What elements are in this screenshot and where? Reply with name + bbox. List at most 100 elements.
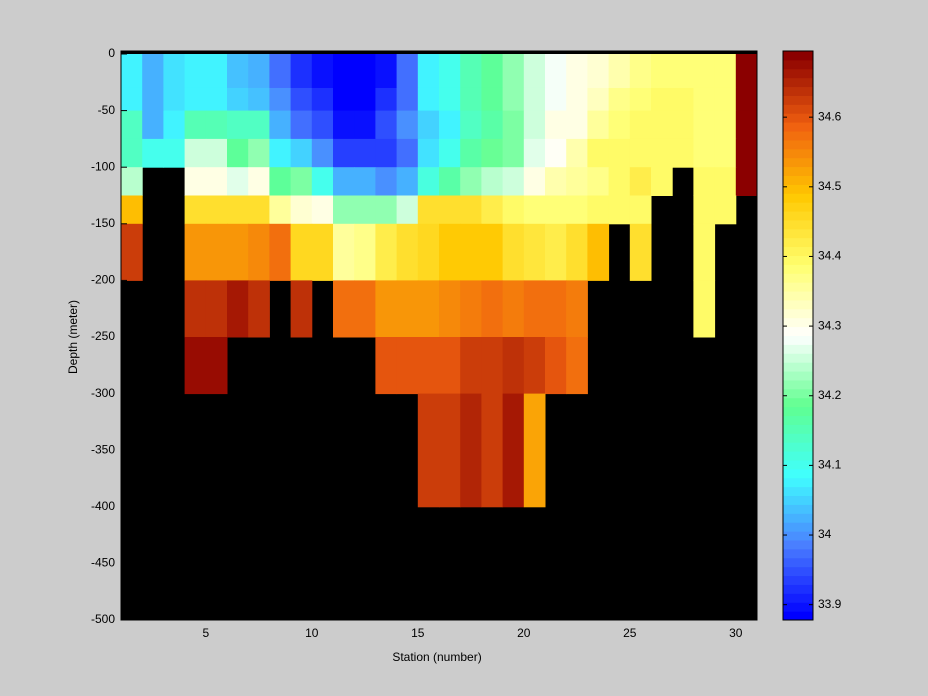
y-tick-label: -450	[91, 556, 115, 570]
colorbar-step	[783, 308, 813, 319]
colorbar-tick-label: 34.6	[818, 109, 842, 123]
cell	[714, 195, 737, 225]
cell	[269, 167, 292, 196]
cell	[121, 138, 143, 168]
cell	[269, 110, 292, 140]
cell	[290, 54, 313, 89]
colorbar-step	[783, 379, 813, 390]
cell	[566, 167, 588, 196]
colorbar-step	[783, 566, 813, 577]
colorbar-step	[783, 424, 813, 434]
cell	[333, 87, 355, 112]
cell	[396, 110, 419, 140]
y-axis-label: Depth (meter)	[66, 300, 80, 374]
cell	[417, 280, 440, 338]
cell	[205, 223, 228, 281]
cell	[333, 280, 355, 338]
cell	[502, 280, 525, 338]
cell	[502, 195, 525, 225]
cell	[587, 223, 610, 281]
cell	[439, 167, 461, 196]
colorbar-step	[783, 77, 813, 88]
cell	[375, 337, 398, 395]
colorbar-step	[783, 113, 813, 123]
cell	[587, 138, 610, 168]
colorbar-step	[783, 335, 813, 345]
cell	[354, 195, 376, 225]
colorbar-step	[783, 317, 813, 328]
colorbar-step	[783, 291, 813, 301]
colorbar-step	[783, 193, 813, 203]
axes-frame	[120, 50, 758, 621]
cell	[184, 223, 207, 281]
cell	[502, 223, 525, 281]
x-tick-label: 10	[305, 626, 319, 640]
colorbar-tick-label: 34.1	[818, 458, 842, 472]
cell	[205, 337, 228, 395]
cell	[205, 54, 228, 89]
cell	[629, 223, 652, 281]
colorbar-step	[783, 468, 813, 479]
colorbar-step	[783, 95, 813, 105]
cell	[566, 280, 588, 338]
cell	[523, 87, 546, 112]
cell	[629, 54, 652, 89]
cell	[269, 54, 292, 89]
cell	[545, 337, 567, 395]
colorbar-step	[783, 531, 813, 541]
cell	[354, 110, 376, 140]
colorbar-step	[783, 388, 813, 399]
cell	[523, 280, 546, 338]
cell	[481, 337, 504, 395]
cell	[523, 54, 546, 89]
colorbar-step	[783, 237, 813, 248]
cell	[481, 195, 504, 225]
cell	[396, 195, 419, 225]
cell	[545, 167, 567, 196]
cell	[333, 138, 355, 168]
cell	[375, 54, 398, 89]
cell	[651, 54, 673, 89]
cell	[502, 138, 525, 168]
cell	[311, 110, 334, 140]
cell	[248, 138, 270, 168]
cell	[290, 280, 313, 338]
cell	[566, 110, 588, 140]
cell	[227, 110, 249, 140]
y-tick-label: -400	[91, 499, 115, 513]
cell	[587, 195, 610, 225]
cell	[523, 337, 546, 395]
cell	[417, 138, 440, 168]
colorbar-step	[783, 406, 813, 417]
cell	[608, 54, 631, 89]
cell	[460, 337, 482, 395]
cell	[439, 138, 461, 168]
cell	[545, 280, 567, 338]
cell	[672, 138, 694, 168]
cell	[396, 87, 419, 112]
cell	[545, 54, 567, 89]
colorbar-step	[783, 504, 813, 514]
colorbar-step	[783, 122, 813, 132]
cell	[629, 167, 652, 196]
cell	[375, 280, 398, 338]
cell	[651, 110, 673, 140]
cell	[608, 138, 631, 168]
cell	[481, 167, 504, 196]
cell	[248, 280, 270, 338]
cell	[311, 195, 334, 225]
cell	[417, 87, 440, 112]
cell	[714, 138, 737, 168]
cell	[629, 195, 652, 225]
cell	[121, 54, 143, 89]
cell	[248, 110, 270, 140]
y-tick-label: -100	[91, 159, 115, 173]
colorbar-step	[783, 415, 813, 425]
cell	[502, 87, 525, 112]
cell	[184, 195, 207, 225]
cell	[205, 110, 228, 140]
cell	[396, 223, 419, 281]
colorbar-tick-label: 33.9	[818, 597, 842, 611]
cell	[735, 138, 758, 168]
cell	[693, 87, 716, 112]
